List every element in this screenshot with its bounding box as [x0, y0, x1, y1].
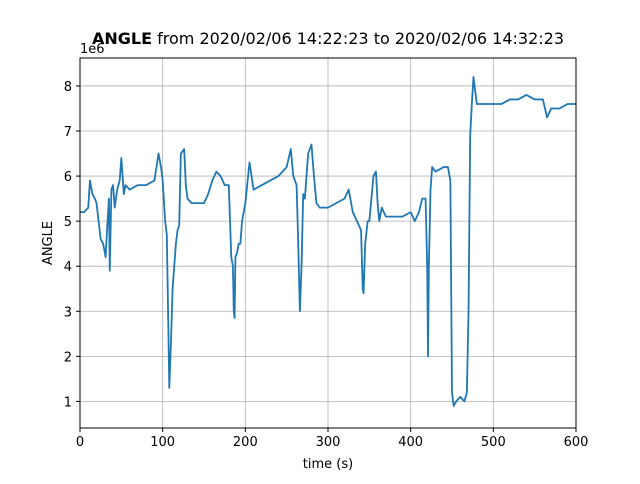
y-tick-label: 8	[64, 80, 72, 95]
y-tick-label: 6	[64, 170, 72, 185]
y-tick-label: 2	[64, 350, 72, 365]
x-tick-label: 600	[564, 435, 589, 450]
plot-frame	[79, 57, 577, 429]
y-tick-label: 3	[64, 305, 72, 320]
x-tick-label: 300	[316, 435, 341, 450]
x-tick-label: 200	[233, 435, 258, 450]
y-axis-label: ANGLE	[41, 221, 56, 265]
chart-title: ANGLE from 2020/02/06 14:22:23 to 2020/0…	[92, 29, 564, 48]
y-tick-label: 5	[64, 215, 72, 230]
data-line	[80, 76, 576, 407]
title-rest: from 2020/02/06 14:22:23 to 2020/02/06 1…	[152, 29, 564, 48]
x-tick-label: 500	[481, 435, 506, 450]
offset-text: 1e6	[80, 42, 105, 57]
y-tick-label: 1	[64, 395, 72, 410]
x-tick-label: 100	[150, 435, 175, 450]
y-tick-label: 4	[64, 260, 72, 275]
title-bold: ANGLE	[92, 29, 152, 48]
x-axis-label: time (s)	[303, 457, 353, 472]
y-tick-label: 7	[64, 125, 72, 140]
x-tick-label: 400	[398, 435, 423, 450]
x-tick-label: 0	[76, 435, 84, 450]
